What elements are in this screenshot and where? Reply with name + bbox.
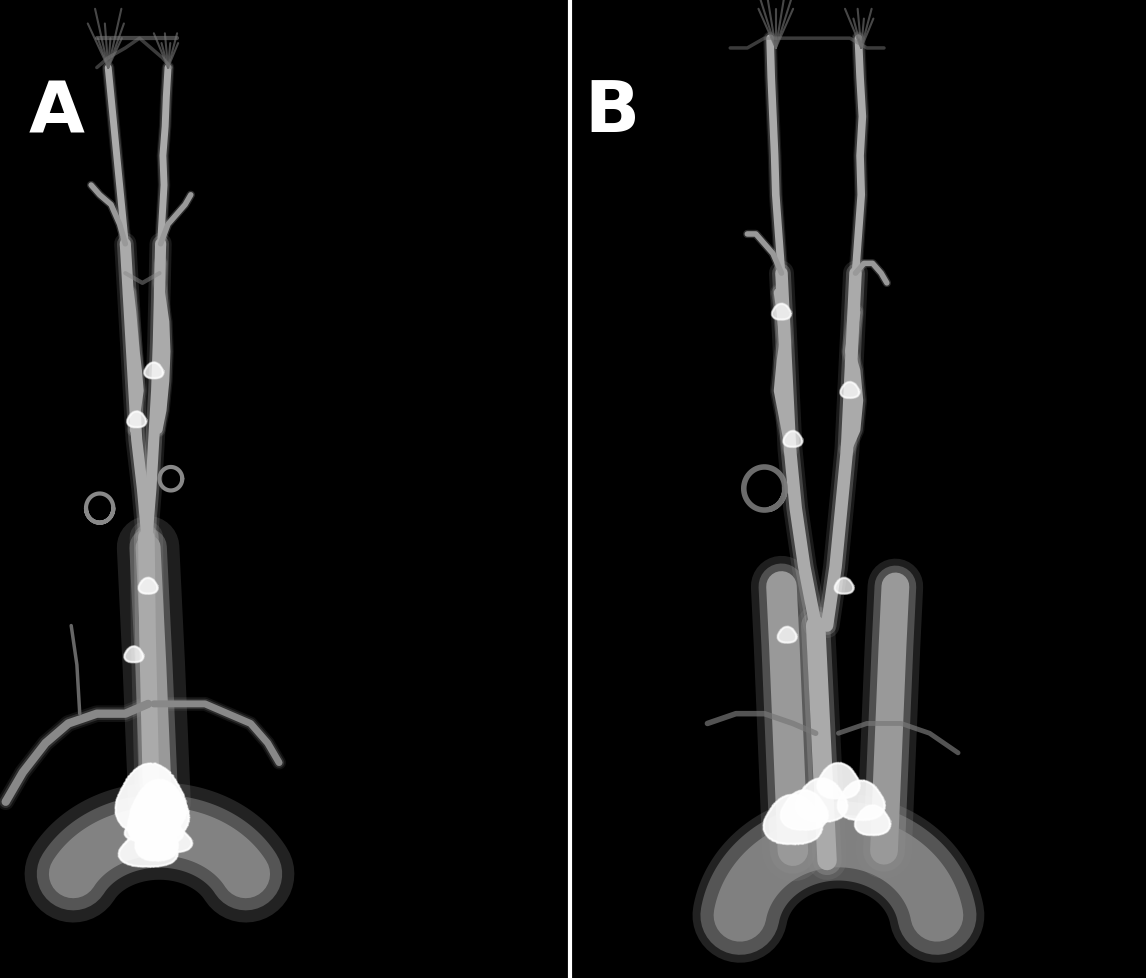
- Polygon shape: [763, 795, 823, 844]
- Polygon shape: [127, 412, 147, 427]
- Polygon shape: [780, 790, 827, 830]
- Polygon shape: [125, 821, 160, 841]
- Polygon shape: [125, 646, 143, 662]
- Polygon shape: [840, 382, 860, 398]
- Polygon shape: [116, 764, 187, 835]
- Polygon shape: [136, 817, 183, 844]
- Polygon shape: [119, 832, 178, 867]
- Polygon shape: [795, 778, 847, 822]
- Polygon shape: [772, 304, 791, 320]
- Polygon shape: [834, 578, 854, 594]
- Polygon shape: [778, 627, 796, 643]
- Polygon shape: [135, 819, 178, 861]
- Text: B: B: [584, 78, 639, 147]
- Polygon shape: [144, 363, 163, 378]
- Polygon shape: [139, 578, 158, 594]
- Polygon shape: [128, 793, 180, 846]
- Polygon shape: [129, 779, 189, 839]
- Text: A: A: [29, 78, 85, 147]
- Polygon shape: [838, 780, 885, 821]
- Polygon shape: [817, 763, 860, 799]
- Polygon shape: [855, 806, 890, 835]
- Polygon shape: [150, 827, 193, 853]
- Polygon shape: [784, 431, 802, 447]
